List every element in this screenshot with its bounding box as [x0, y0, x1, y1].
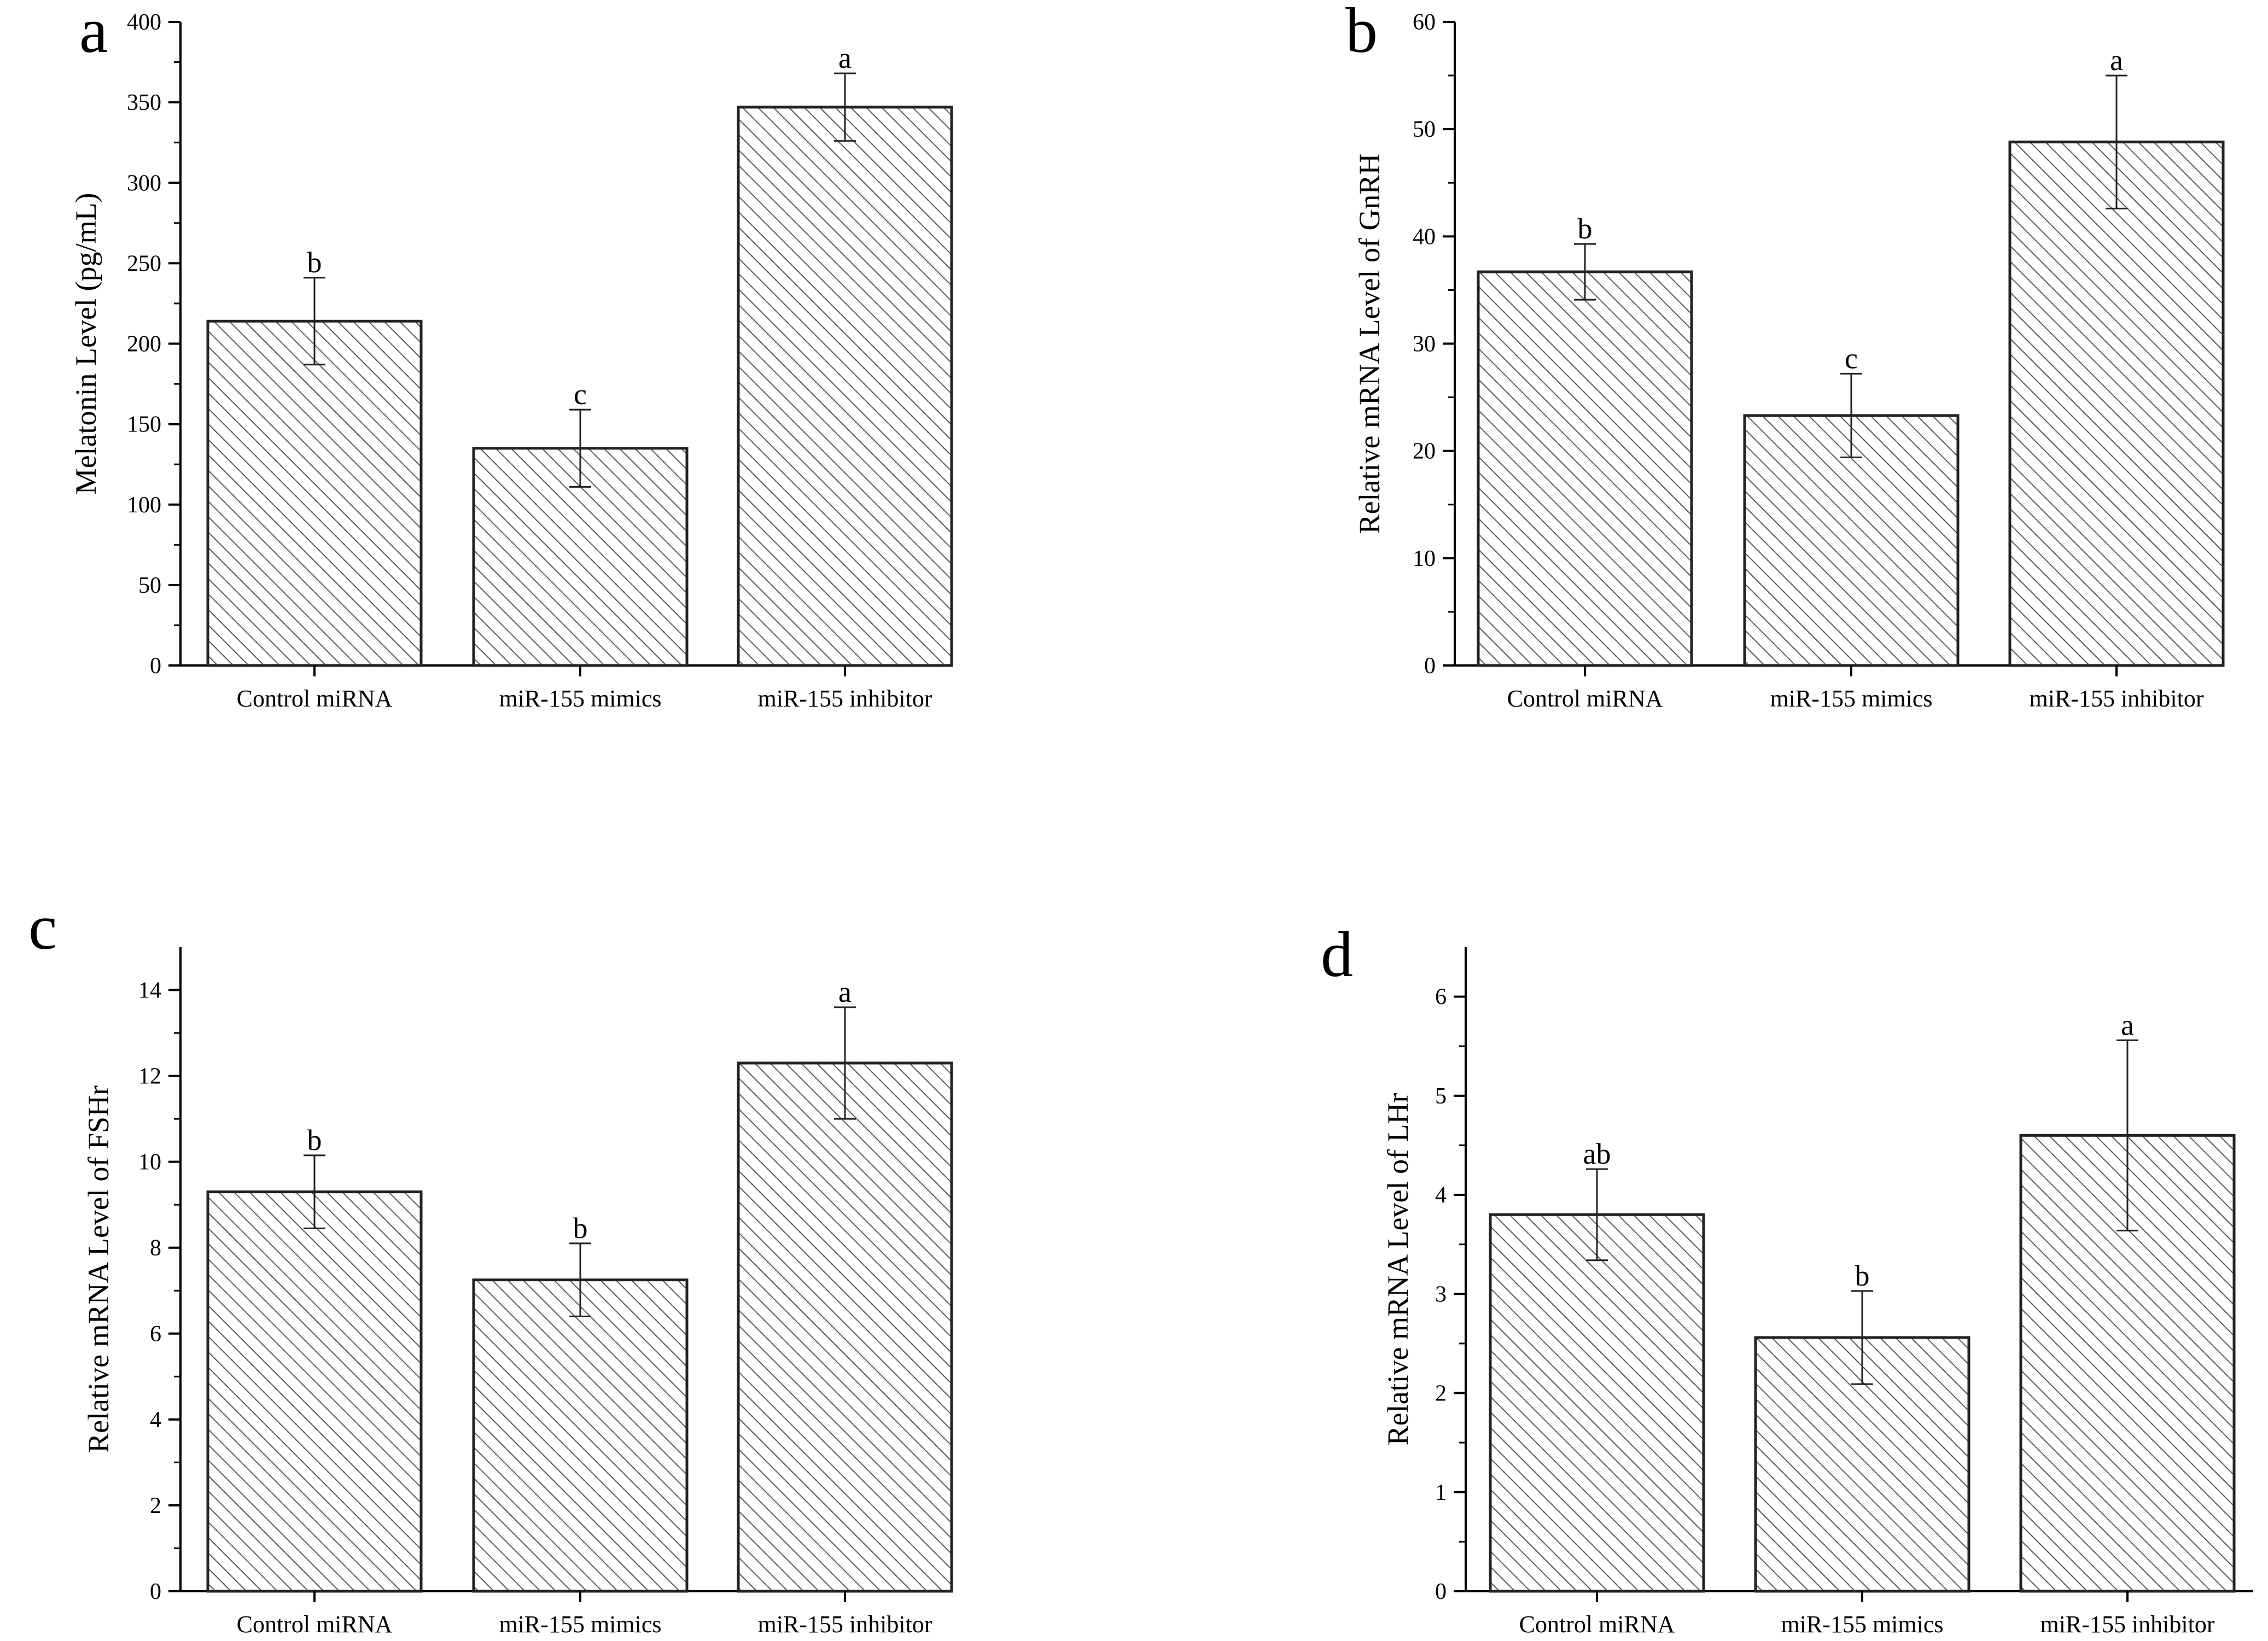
y-tick-label: 400 [127, 10, 161, 35]
y-tick-label: 50 [1413, 117, 1436, 142]
y-tick-label: 10 [1413, 546, 1436, 571]
x-category-label: Control miRNA [237, 1611, 393, 1638]
significance-letter: b [1578, 212, 1593, 245]
significance-letter: a [838, 976, 852, 1008]
y-tick-label: 1 [1435, 1480, 1447, 1505]
y-tick-label: 14 [138, 978, 161, 1003]
x-category-label: miR-155 inhibitor [758, 1611, 932, 1638]
x-category-label: miR-155 inhibitor [2030, 685, 2204, 712]
bar [737, 1061, 953, 1593]
x-category-label: Control miRNA [1507, 685, 1663, 712]
y-tick-label: 350 [127, 90, 161, 115]
x-category-label: miR-155 inhibitor [758, 685, 932, 712]
bar [206, 1190, 423, 1593]
y-tick-label: 100 [127, 493, 161, 518]
significance-letter: c [1845, 342, 1858, 375]
bar [206, 319, 423, 667]
x-category-label: miR-155 mimics [1781, 1611, 1944, 1638]
y-axis-title: Melatonin Level (pg/mL) [69, 193, 102, 495]
y-tick-label: 10 [138, 1150, 161, 1175]
y-tick-label: 0 [150, 653, 161, 679]
y-tick-label: 50 [138, 573, 161, 598]
panel-label: c [28, 891, 57, 963]
panel-b: b 0 10 20 30 40 50 60 Relative mRNA Level of GnR… [1345, 0, 2225, 712]
y-axis-title: Relative mRNA Level of LHr [1381, 1093, 1414, 1446]
y-tick-label: 60 [1413, 10, 1436, 35]
x-category-label: miR-155 mimics [499, 685, 662, 712]
y-tick-label: 6 [1435, 985, 1447, 1010]
y-tick-label: 300 [127, 171, 161, 196]
significance-letter: b [307, 246, 322, 279]
y-tick-label: 250 [127, 251, 161, 276]
y-tick-label: 3 [1435, 1282, 1447, 1307]
y-tick-label: 12 [138, 1064, 161, 1089]
y-axis-title: Relative mRNA Level of GnRH [1353, 154, 1386, 534]
x-category-label: Control miRNA [237, 685, 393, 712]
significance-letter: b [573, 1212, 588, 1245]
significance-letter: b [1855, 1259, 1870, 1292]
y-tick-label: 5 [1435, 1084, 1447, 1109]
y-tick-label: 0 [150, 1579, 161, 1604]
bar [1477, 270, 1693, 667]
y-tick-label: 40 [1413, 224, 1436, 249]
panel-label: a [79, 0, 108, 66]
bar [1489, 1213, 1705, 1593]
panel-label: b [1345, 0, 1378, 66]
y-tick-label: 2 [150, 1493, 161, 1519]
significance-letter: b [307, 1124, 322, 1157]
significance-letter: ab [1583, 1137, 1611, 1170]
x-category-label: miR-155 mimics [1770, 685, 1933, 712]
y-tick-label: 8 [150, 1236, 161, 1261]
y-tick-label: 4 [150, 1408, 161, 1433]
significance-letter: a [838, 42, 852, 74]
bar [2008, 141, 2225, 667]
bar [472, 1278, 689, 1593]
panel-a: a 0 50 100 150 200 250 300 350 400 Melatonin Level… [69, 0, 953, 712]
x-category-label: miR-155 inhibitor [2040, 1611, 2215, 1638]
panel-label: d [1321, 919, 1353, 990]
y-tick-label: 0 [1435, 1579, 1447, 1604]
panel-c: c 0 2 4 6 8 10 12 14 Relative mRNA Level of FSHr b… [28, 891, 953, 1638]
significance-letter: a [2121, 1008, 2134, 1041]
significance-letter: c [574, 378, 587, 411]
y-tick-label: 0 [1424, 653, 1436, 679]
y-tick-label: 200 [127, 332, 161, 357]
y-tick-label: 6 [150, 1322, 161, 1347]
y-tick-label: 2 [1435, 1381, 1447, 1406]
x-category-label: Control miRNA [1519, 1611, 1675, 1638]
y-tick-label: 150 [127, 412, 161, 437]
y-axis-title: Relative mRNA Level of FSHr [82, 1085, 115, 1453]
x-category-label: miR-155 mimics [499, 1611, 662, 1638]
significance-letter: a [2110, 44, 2123, 77]
y-tick-label: 4 [1435, 1183, 1447, 1208]
y-tick-label: 20 [1413, 439, 1436, 464]
bar [737, 106, 953, 667]
y-tick-label: 30 [1413, 332, 1436, 357]
